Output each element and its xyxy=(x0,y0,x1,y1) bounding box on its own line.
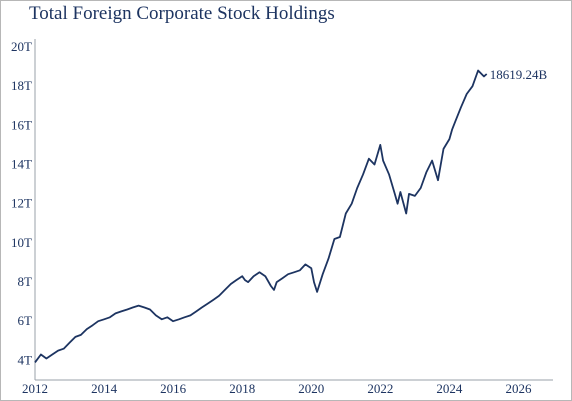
x-tick-label: 2012 xyxy=(22,381,48,396)
y-tick-label: 14T xyxy=(11,157,32,172)
x-tick-label: 2026 xyxy=(505,381,532,396)
x-tick-label: 2020 xyxy=(298,381,324,396)
x-tick-label: 2016 xyxy=(160,381,187,396)
x-tick-label: 2024 xyxy=(436,381,463,396)
x-tick-label: 2018 xyxy=(229,381,255,396)
y-tick-label: 10T xyxy=(11,235,32,250)
y-tick-label: 4T xyxy=(18,352,33,367)
series-line xyxy=(34,69,488,363)
y-tick-label: 20T xyxy=(11,39,32,54)
x-tick-label: 2022 xyxy=(367,381,393,396)
y-tick-label: 12T xyxy=(11,196,32,211)
x-tick-label: 2014 xyxy=(91,381,118,396)
y-tick-label: 18T xyxy=(11,78,32,93)
y-tick-label: 8T xyxy=(18,274,33,289)
y-tick-label: 6T xyxy=(18,313,33,328)
end-value-label: 18619.24B xyxy=(490,67,548,82)
chart-title: Total Foreign Corporate Stock Holdings xyxy=(29,3,335,24)
y-tick-labels: 4T 6T 8T 10T 12T 14T 16T 18T 20T xyxy=(11,39,32,367)
x-tick-labels: 2012 2014 2016 2018 2020 2022 2024 2026 xyxy=(22,381,532,396)
y-tick-label: 16T xyxy=(11,117,32,132)
